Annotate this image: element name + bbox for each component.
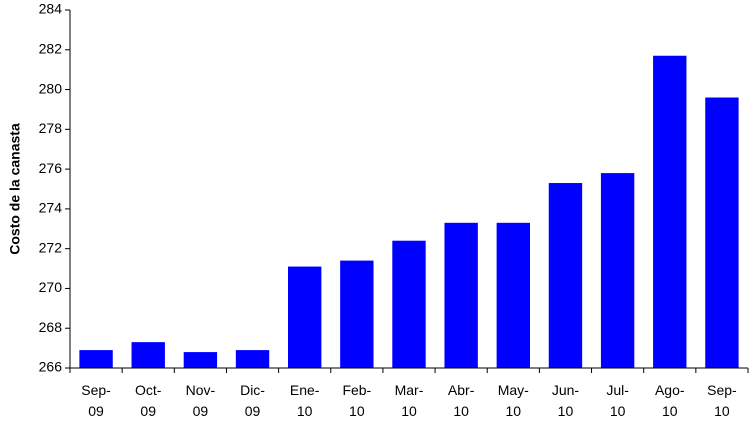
y-tick-label: 284 [39,1,63,17]
y-tick-label: 270 [39,279,63,295]
bar [600,173,635,368]
x-tick-label: Nov-09 [185,382,216,419]
bar [392,240,426,368]
bar [79,350,113,368]
bar [653,55,687,368]
x-tick-label: Mar-10 [394,382,424,419]
y-tick-label: 280 [39,80,63,96]
x-tick-label: Feb-10 [342,382,372,419]
bar [444,222,478,368]
bar [340,260,374,368]
y-tick-label: 266 [39,359,63,375]
x-tick-label: Sep-09 [81,382,111,419]
bar [705,97,739,368]
x-tick-label: Ene-10 [289,382,320,419]
y-axis-title: Costo de la canasta [7,123,23,255]
bar [288,266,322,368]
x-tick-label: May-10 [497,382,529,419]
y-tick-label: 282 [39,40,63,56]
x-tick-label: Oct-09 [134,382,162,419]
y-tick-label: 268 [39,319,63,335]
bar [496,222,530,368]
bar [235,350,270,368]
y-tick-label: 278 [39,120,63,136]
y-tick-label: 274 [39,200,63,216]
x-tick-label: Jul-10 [606,382,629,419]
x-tick-label: Dic-09 [240,382,265,419]
x-tick-label: Jun-10 [551,382,580,419]
y-tick-label: 276 [39,160,63,176]
x-tick-label: Ago-10 [654,382,685,419]
bar [548,183,583,368]
y-tick-label: 272 [39,239,63,255]
bar [131,342,165,368]
bar [183,352,218,368]
x-tick-label: Abr-10 [447,382,475,419]
x-tick-label: Sep-10 [707,382,737,419]
